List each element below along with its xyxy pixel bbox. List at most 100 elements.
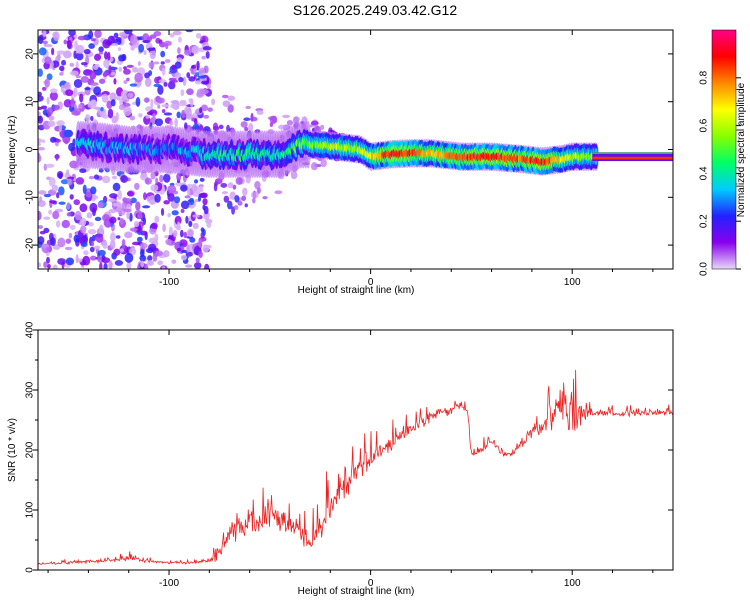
spectrogram-cell <box>195 257 200 263</box>
spectrogram-cell <box>89 246 95 253</box>
spectrogram-cell <box>254 180 261 190</box>
spectrogram-cell <box>184 195 191 199</box>
spectrogram-cell <box>180 200 190 210</box>
spectrogram-cell <box>121 238 126 249</box>
spectrogram-cell <box>154 233 159 242</box>
spectrogram-cell <box>124 30 133 35</box>
spectrogram-cell <box>110 232 116 242</box>
spectrogram-cell <box>229 191 236 200</box>
spectrogram-cell <box>108 260 113 269</box>
spectrogram-cell <box>75 75 82 79</box>
snr-x-label: Height of straight line (km) <box>298 586 415 597</box>
spectrogram-cell <box>45 163 55 168</box>
spectrogram-cell <box>135 97 141 107</box>
spectrogram-cell <box>170 100 180 104</box>
spectrogram-cell <box>193 179 199 184</box>
spectrogram-cell <box>245 105 251 110</box>
spectrogram-cell <box>196 60 200 71</box>
spectrogram-cell <box>80 62 88 66</box>
spectrogram-cell <box>38 210 42 221</box>
spectrogram-cell <box>108 198 117 203</box>
spectrogram-cell <box>201 80 210 85</box>
spectrogram-cell <box>71 110 81 116</box>
spectrogram-cell <box>282 114 291 119</box>
spectrogram-x-tick-label: -100 <box>159 277 179 288</box>
snr-y-label: SNR (10 * v/v) <box>7 418 18 482</box>
spectrogram-cell <box>198 239 203 248</box>
spectrogram-cell <box>240 121 248 128</box>
spectrogram-cell <box>140 260 144 268</box>
spectrogram-cell <box>169 119 173 126</box>
snr-x-tick-label: 0 <box>368 578 374 589</box>
spectrogram-cell <box>203 114 210 119</box>
spectrogram-y-tick-label: -10 <box>25 190 36 205</box>
spectrogram-cell <box>38 36 44 45</box>
spectrogram-cell <box>41 86 47 91</box>
spectrogram-cell <box>185 251 193 257</box>
spectrogram-cell <box>119 97 123 106</box>
spectrogram-cell <box>161 266 166 269</box>
spectrogram-cell <box>126 77 130 82</box>
spectrogram-cell <box>202 244 210 253</box>
snr-y-tick-label: 0 <box>25 567 36 573</box>
spectrogram-cell <box>60 179 69 185</box>
spectrogram-cell <box>59 72 64 76</box>
spectrogram-cell <box>46 256 50 264</box>
spectrogram-cell <box>201 55 206 60</box>
spectrogram-cell <box>155 177 159 184</box>
spectrogram-cell <box>222 100 231 107</box>
spectrogram-cell <box>68 142 75 152</box>
snr-panel: -100 0 100 0 100 200 300 400 Height of straigh… <box>7 321 674 597</box>
spectrogram-cell <box>66 169 70 177</box>
spectrogram-cell <box>118 54 126 62</box>
snr-y-tick-label: 400 <box>25 321 36 338</box>
spectrogram-cell <box>170 103 177 109</box>
spectrogram-cell <box>126 191 134 197</box>
spectrogram-cell <box>90 186 97 195</box>
spectrogram-cell <box>320 158 327 168</box>
spectrogram-cell <box>293 116 299 126</box>
spectrogram-cell <box>252 197 256 204</box>
spectrogram-cell <box>93 106 101 110</box>
spectrogram-cell <box>75 177 85 185</box>
spectrogram-cell <box>38 138 43 144</box>
spectrogram-cell <box>46 264 51 269</box>
spectrogram-cell <box>80 75 90 83</box>
spectrogram-cell <box>58 201 66 205</box>
spectrogram-cell <box>163 81 168 87</box>
spectrogram-cell <box>73 199 81 206</box>
spectrogram-cell <box>173 196 181 204</box>
spectrogram-cell <box>114 259 124 266</box>
spectrogram-cell <box>107 51 111 61</box>
spectrogram-cell <box>144 177 152 185</box>
spectrogram-cell <box>108 64 112 75</box>
spectrogram-cell <box>143 50 147 55</box>
spectrogram-cell <box>134 72 143 83</box>
spectrogram-cell <box>290 171 298 180</box>
spectrogram-cell <box>127 92 134 99</box>
spectrogram-cell <box>183 231 188 239</box>
spectrogram-cell <box>193 262 202 269</box>
spectrogram-cell <box>56 120 65 126</box>
spectrogram-cell <box>43 261 48 269</box>
spectrogram-cell <box>97 249 106 256</box>
spectrogram-y-tick-label: 10 <box>25 96 36 108</box>
spectrogram-cell <box>129 83 138 87</box>
spectrogram-cell <box>68 232 73 239</box>
spectrogram-cell <box>90 115 94 121</box>
spectrogram-cell <box>185 30 194 33</box>
snr-y-tick-label: 200 <box>25 441 36 458</box>
spectrogram-cell <box>63 39 68 45</box>
spectrogram-cell <box>174 117 179 128</box>
spectrogram-y-tick-label: 20 <box>25 48 36 60</box>
spectrogram-cell <box>188 76 196 82</box>
spectrogram-cell <box>153 83 162 88</box>
spectrogram-cell <box>56 192 60 199</box>
spectrogram-cell <box>163 112 173 116</box>
spectrogram-cell <box>191 64 196 69</box>
spectrogram-cell <box>137 212 143 220</box>
spectrogram-cell <box>79 217 87 227</box>
spectrogram-cell <box>154 215 160 223</box>
